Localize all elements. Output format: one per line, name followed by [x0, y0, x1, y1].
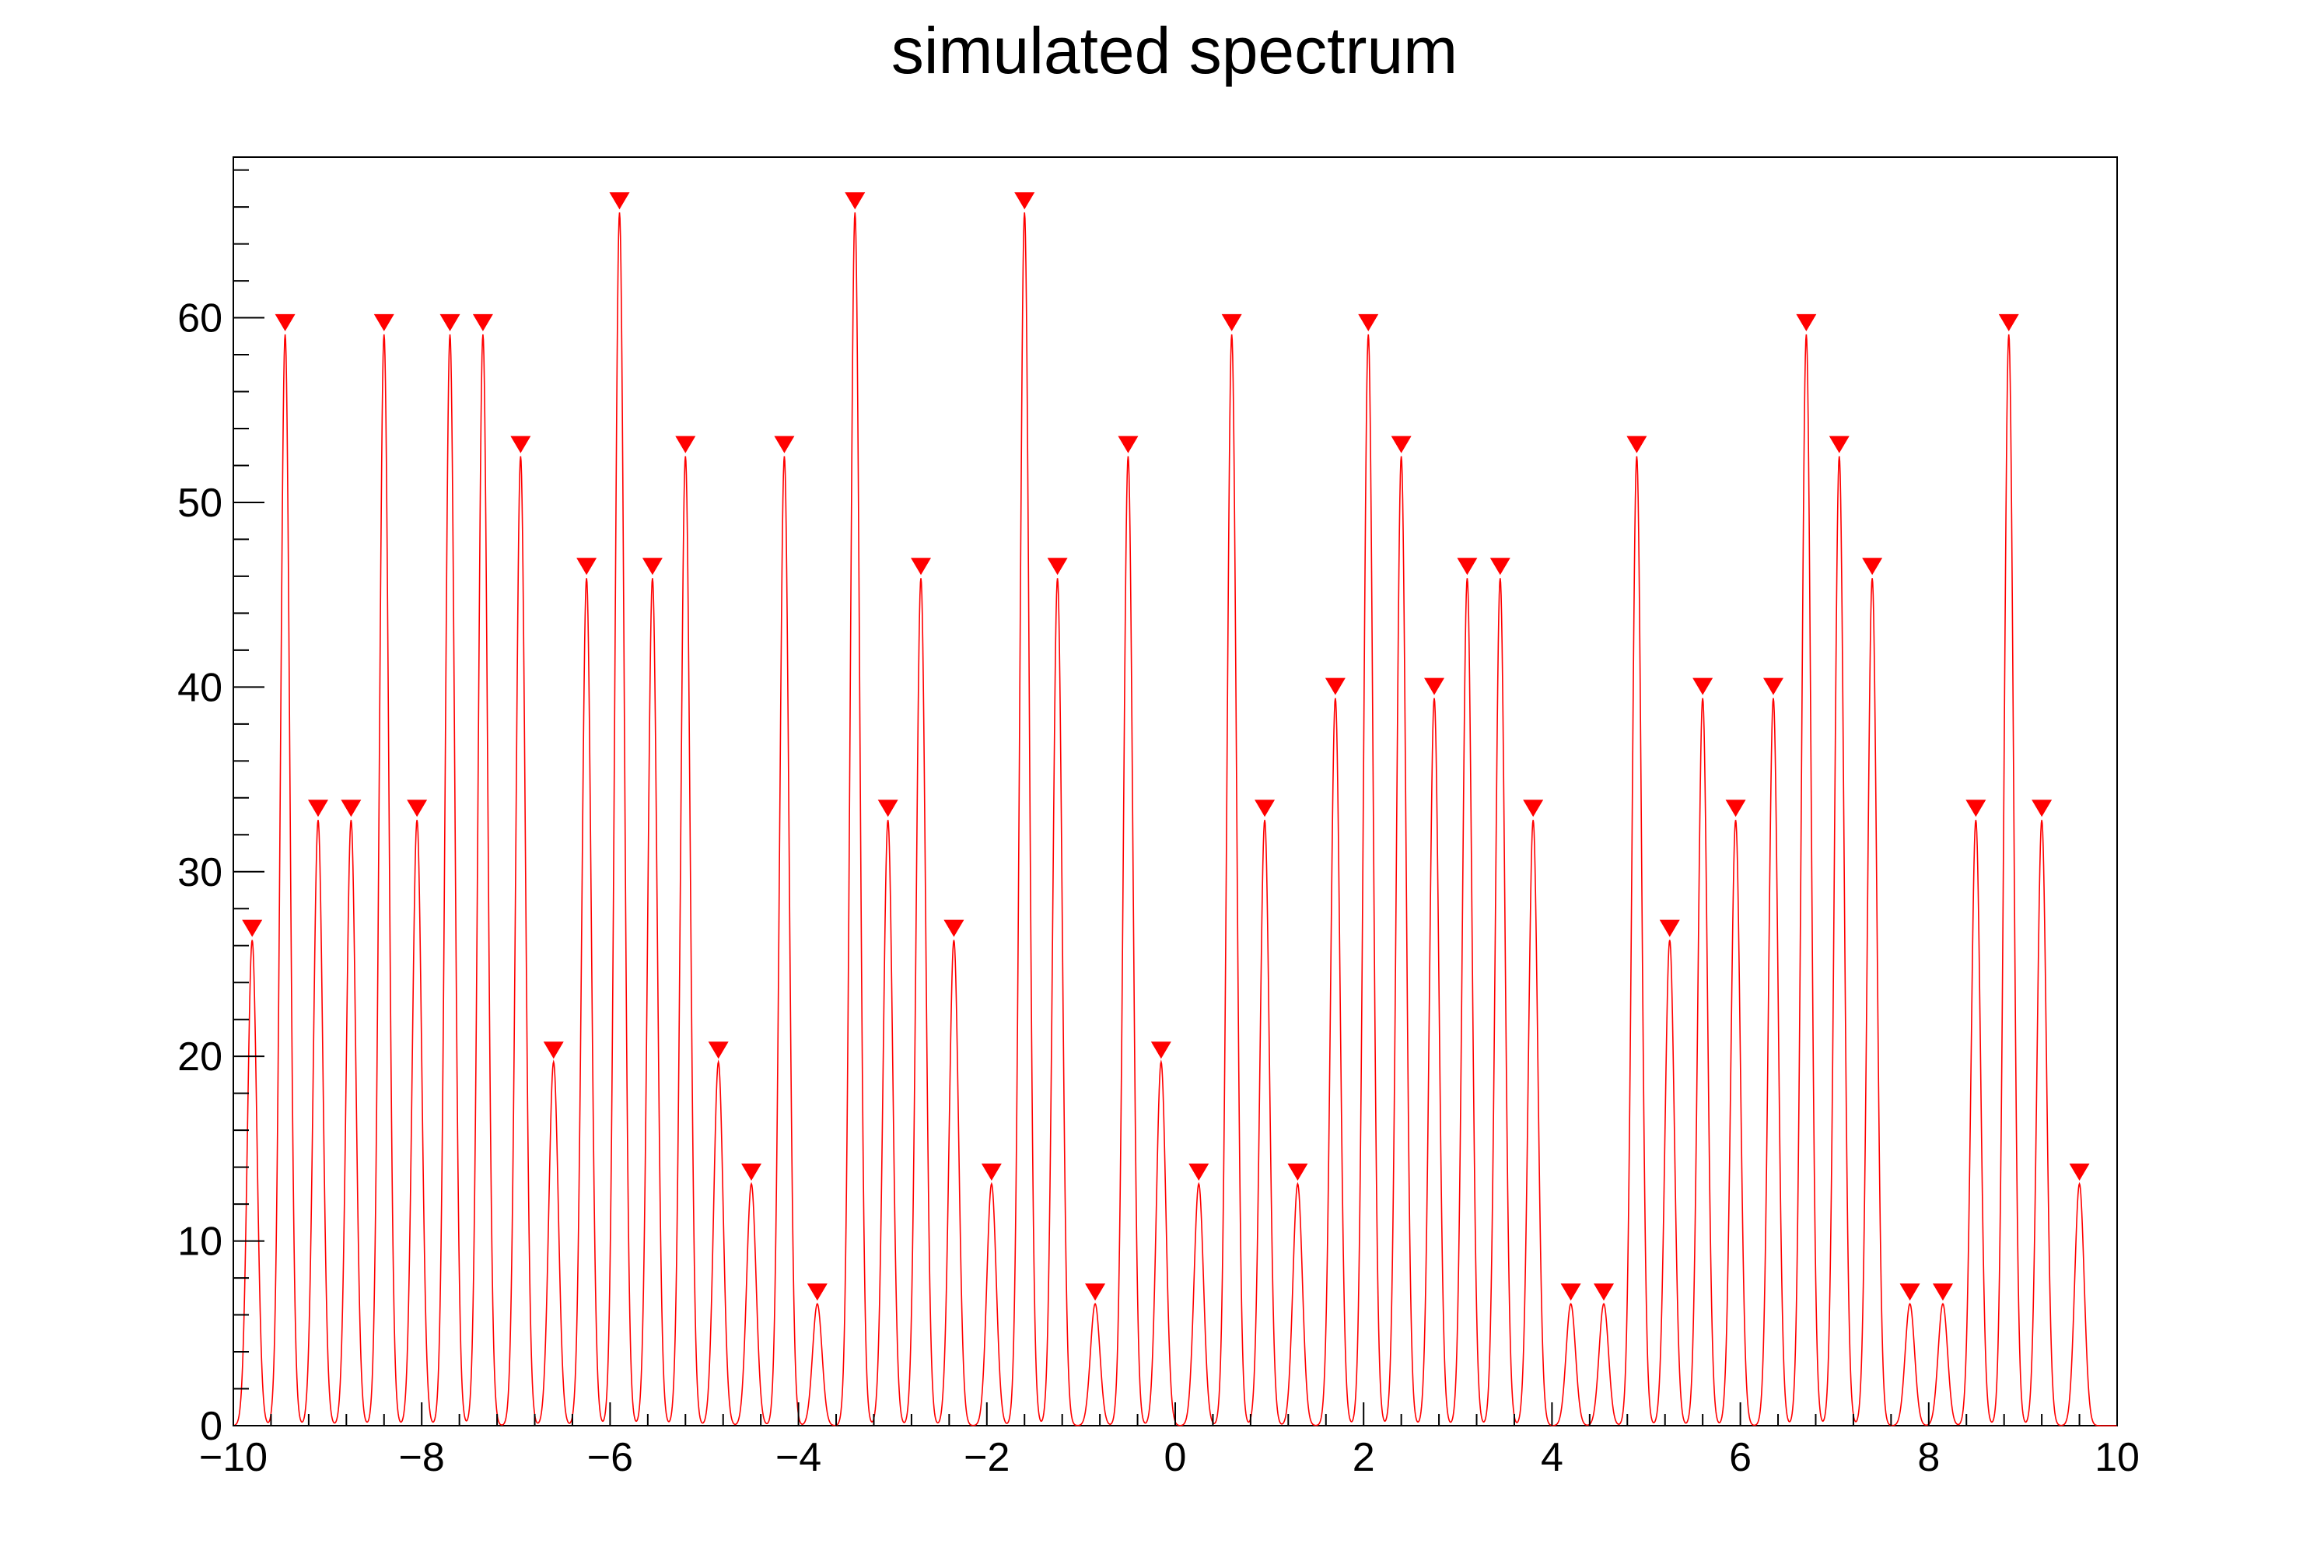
peak-marker: [2032, 800, 2053, 817]
peak-marker: [1899, 1283, 1920, 1301]
peak-marker: [642, 558, 663, 576]
peak-marker: [1560, 1283, 1581, 1301]
peak-marker: [1489, 558, 1510, 576]
peak-marker: [1932, 1283, 1953, 1301]
x-tick-label: −8: [399, 1435, 445, 1480]
peak-marker: [373, 313, 394, 331]
peak-marker: [242, 919, 263, 937]
peak-marker: [911, 558, 932, 576]
peak-marker: [1762, 677, 1783, 695]
x-tick-label: 4: [1541, 1435, 1563, 1480]
peak-marker: [1424, 677, 1445, 695]
peak-marker: [807, 1283, 828, 1301]
y-tick-label: 20: [177, 1034, 222, 1080]
peak-marker: [845, 192, 866, 210]
x-tick-label: 0: [1164, 1435, 1187, 1480]
peak-marker: [675, 436, 696, 453]
peak-marker: [1457, 558, 1478, 576]
peak-marker: [1862, 558, 1883, 576]
y-tick-label: 30: [177, 850, 222, 895]
peak-marker: [981, 1163, 1002, 1181]
peak-marker: [774, 436, 795, 453]
peak-marker: [1829, 436, 1850, 453]
peak-marker: [877, 800, 898, 817]
peak-marker: [510, 436, 531, 453]
peak-marker: [472, 313, 493, 331]
peak-marker: [543, 1041, 564, 1059]
peak-marker: [1796, 313, 1817, 331]
peak-marker: [708, 1041, 729, 1059]
peak-marker: [439, 313, 460, 331]
peak-marker: [1965, 800, 1986, 817]
peak-marker: [1998, 313, 2019, 331]
peak-marker: [1659, 919, 1680, 937]
chart-title: simulated spectrum: [891, 14, 1458, 87]
y-tick-label: 40: [177, 665, 222, 710]
peak-marker: [275, 313, 296, 331]
y-tick-label: 50: [177, 481, 222, 526]
x-tick-label: −6: [587, 1435, 633, 1480]
x-tick-label: 10: [2095, 1435, 2140, 1480]
peak-marker: [1725, 800, 1746, 817]
peak-marker: [307, 800, 328, 817]
peak-marker: [1594, 1283, 1615, 1301]
peak-marker: [1150, 1041, 1171, 1059]
peak-marker: [1358, 313, 1379, 331]
peak-marker: [1391, 436, 1412, 453]
peak-marker: [1047, 558, 1068, 576]
peak-marker: [2069, 1163, 2090, 1181]
x-tick-label: 6: [1729, 1435, 1752, 1480]
peak-marker: [1692, 677, 1713, 695]
peak-marker: [1287, 1163, 1308, 1181]
peak-marker: [609, 192, 630, 210]
peak-marker: [1523, 800, 1544, 817]
peak-marker: [1118, 436, 1139, 453]
peak-marker: [741, 1163, 762, 1181]
y-tick-label: 10: [177, 1220, 222, 1265]
peak-marker: [1188, 1163, 1209, 1181]
peak-marker: [943, 919, 964, 937]
peak-marker: [1221, 313, 1242, 331]
x-tick-label: 2: [1353, 1435, 1375, 1480]
peak-marker: [1014, 192, 1035, 210]
peak-marker: [1325, 677, 1346, 695]
plot-area: −10 −8 −6 −4 −2 0 2 4 6 8 10 0 10 20 30 40 50 60: [177, 156, 2140, 1480]
peak-marker: [341, 800, 362, 817]
x-tick-label: −2: [964, 1435, 1010, 1480]
x-tick-label: −4: [775, 1435, 821, 1480]
peak-marker: [1085, 1283, 1106, 1301]
x-tick-label: −10: [199, 1435, 268, 1480]
peak-marker: [576, 558, 597, 576]
peak-marker: [407, 800, 428, 817]
peak-marker: [1255, 800, 1276, 817]
y-tick-label: 0: [200, 1404, 222, 1449]
peak-marker: [1626, 436, 1647, 453]
x-tick-label: 8: [1917, 1435, 1940, 1480]
y-tick-label: 60: [177, 296, 222, 341]
